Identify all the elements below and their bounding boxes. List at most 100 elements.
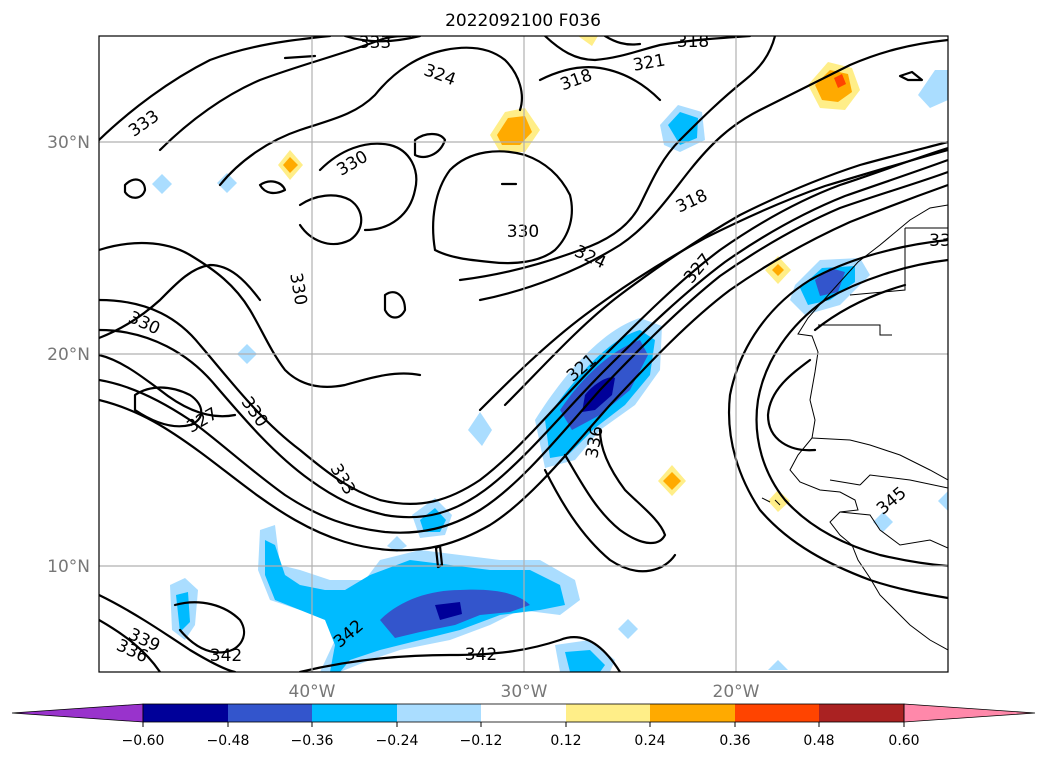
- colorbar-bin: [481, 704, 566, 722]
- contour-ai: [413, 132, 447, 158]
- colorbar: −0.60 −0.48 −0.36 −0.24 −0.12 0.12 0.24 …: [11, 703, 1036, 749]
- colorbar-tick-label: 0.24: [634, 733, 665, 749]
- contour-label: 333: [359, 33, 391, 53]
- contour-v: [133, 386, 203, 428]
- contour-q: [158, 36, 412, 152]
- contour-af: [123, 178, 147, 199]
- contour-j: [755, 258, 948, 568]
- lat-label-20n: 20°N: [47, 345, 90, 365]
- contour-i: [727, 238, 948, 600]
- contour-label: 318: [677, 32, 709, 52]
- colorbar-max-extend: [903, 703, 1036, 723]
- map-panel: 333 324 318 321 318 333 330 330 324 318 …: [47, 32, 951, 702]
- gridlines: [99, 36, 948, 672]
- contour-label: 342: [465, 645, 497, 665]
- contour-o: [298, 636, 622, 672]
- contour-ad: [603, 36, 642, 46]
- shade-pos1-g: [578, 36, 598, 46]
- shade-neg1-dot-f: [938, 491, 948, 511]
- coast-border-2: [829, 474, 948, 549]
- contour-label: 342: [210, 646, 242, 666]
- contour-ac: [538, 66, 662, 102]
- contour-e: [503, 140, 948, 407]
- colorbar-tick-label: 0.60: [888, 733, 919, 749]
- colorbar-tick-label: −0.12: [460, 733, 503, 749]
- colorbar-tick-label: −0.48: [207, 733, 250, 749]
- contour-p: [99, 36, 332, 142]
- lat-label-30n: 30°N: [47, 133, 90, 153]
- shade-neg1-ne: [918, 70, 948, 108]
- contour-k: [766, 283, 907, 452]
- lon-label-40w: 40°W: [289, 682, 336, 702]
- contour-d: [99, 183, 948, 552]
- lon-label-30w: 30°W: [501, 682, 548, 702]
- contour-t: [99, 242, 422, 388]
- colorbar-outline: [142, 703, 905, 723]
- contour-ak: [898, 70, 924, 82]
- shade-neg2-se: [565, 650, 605, 672]
- contour-l: [99, 593, 237, 672]
- coast-africa: [789, 204, 948, 651]
- shade-neg1-dot-a: [152, 174, 172, 194]
- shade-neg2-north: [668, 112, 698, 145]
- contour-u: [99, 353, 237, 418]
- colorbar-bin: [143, 704, 228, 722]
- shade-neg4-south: [435, 602, 462, 620]
- longitude-labels: 40°W 30°W 20°W: [289, 682, 760, 702]
- contour-a: [99, 146, 948, 506]
- colorbar-tick-label: −0.24: [376, 733, 419, 749]
- colorbar-bin: [735, 704, 819, 722]
- contour-x: [318, 142, 418, 232]
- contour-w: [298, 194, 363, 246]
- contour-m: [99, 618, 162, 672]
- lat-label-10n: 10°N: [47, 557, 90, 577]
- colorbar-bin: [819, 704, 904, 722]
- shade-pos3-b: [834, 74, 846, 88]
- contour-ag: [258, 180, 287, 195]
- colorbar-tick-label: 0.48: [803, 733, 834, 749]
- contour-aj: [283, 54, 317, 60]
- coast-border-1: [811, 227, 948, 481]
- shade-pos2-e: [772, 264, 784, 276]
- contour-ae: [343, 36, 422, 43]
- latitude-labels: 30°N 20°N 10°N: [47, 133, 90, 577]
- shade-pos2-d: [663, 472, 681, 490]
- lon-label-20w: 20°W: [713, 682, 760, 702]
- colorbar-tick-labels: −0.60 −0.48 −0.36 −0.24 −0.12 0.12 0.24 …: [122, 733, 920, 749]
- figure-title: 2022092100 F036: [445, 11, 601, 31]
- shade-neg1-dot-g: [768, 660, 788, 670]
- contour-h: [543, 468, 677, 573]
- shade-neg1-small: [468, 412, 492, 446]
- contour-label: 33: [929, 231, 951, 251]
- shade-neg3-east: [815, 268, 845, 296]
- coastlines: [761, 204, 948, 651]
- contour-am: [434, 544, 444, 569]
- shade-neg1-dot-b: [217, 173, 237, 193]
- shade-neg1-dot-h: [387, 536, 407, 552]
- contour-r: [218, 46, 523, 187]
- colorbar-tick-label: −0.36: [291, 733, 334, 749]
- colorbar-bin: [650, 704, 735, 722]
- colorbar-tick-label: −0.60: [122, 733, 165, 749]
- contour-n: [173, 601, 246, 654]
- contour-label: 330: [507, 222, 539, 242]
- shade-pos1-f: [768, 490, 790, 512]
- contour-ah: [383, 291, 407, 319]
- colorbar-bin: [566, 704, 650, 722]
- contour-g: [563, 428, 667, 545]
- map-frame: [98, 35, 949, 673]
- contour-b: [99, 158, 948, 519]
- contour-ab: [543, 36, 752, 62]
- contour-f: [478, 148, 948, 412]
- contours: [99, 36, 948, 672]
- colorbar-ticks: [142, 722, 905, 727]
- colorbar-bin: [312, 704, 397, 722]
- contour-z: [458, 36, 777, 282]
- contour-s: [99, 263, 262, 340]
- colorbar-tick-label: 0.36: [719, 733, 750, 749]
- coast-islands: [761, 497, 781, 506]
- contour-c: [99, 170, 948, 534]
- colorbar-bin: [228, 704, 312, 722]
- shade-neg4-central: [582, 377, 615, 412]
